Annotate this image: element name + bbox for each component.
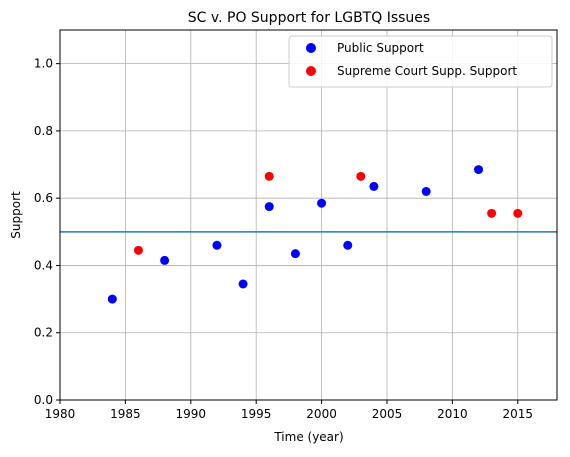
x-axis-ticks: 1980 1985 1990 1995 2000 2005 2010 2015 bbox=[45, 400, 533, 421]
x-tick-label-3: 1995 bbox=[241, 407, 272, 421]
point-series-0-1 bbox=[160, 255, 170, 265]
point-series-0-0 bbox=[107, 294, 117, 304]
legend-marker-public-support bbox=[306, 43, 316, 53]
x-axis-label: Time (year) bbox=[273, 430, 343, 444]
y-axis-label: Support bbox=[9, 191, 23, 239]
point-series-0-5 bbox=[290, 249, 300, 259]
point-series-0-9 bbox=[421, 186, 431, 196]
y-axis-ticks: 0.0 0.2 0.4 0.6 0.8 1.0 bbox=[34, 57, 60, 407]
x-tick-label-6: 2010 bbox=[437, 407, 468, 421]
legend-label-supreme-court-support: Supreme Court Supp. Support bbox=[337, 64, 517, 78]
point-series-0-3 bbox=[238, 279, 248, 289]
x-tick-label-0: 1980 bbox=[45, 407, 76, 421]
x-tick-label-4: 2000 bbox=[306, 407, 337, 421]
point-series-0-7 bbox=[343, 240, 353, 250]
point-series-1-2 bbox=[356, 171, 366, 181]
y-tick-label-5: 1.0 bbox=[34, 57, 53, 71]
point-series-1-4 bbox=[513, 208, 523, 218]
y-tick-label-1: 0.2 bbox=[34, 326, 53, 340]
chart-title: SC v. PO Support for LGBTQ Issues bbox=[188, 10, 430, 26]
point-series-1-1 bbox=[264, 171, 274, 181]
y-tick-label-4: 0.8 bbox=[34, 124, 53, 138]
x-tick-label-2: 1990 bbox=[176, 407, 207, 421]
y-tick-label-2: 0.4 bbox=[34, 258, 53, 272]
x-tick-label-5: 2005 bbox=[372, 407, 403, 421]
point-series-0-10 bbox=[474, 165, 484, 175]
grid-lines bbox=[60, 30, 557, 400]
point-series-1-3 bbox=[487, 208, 497, 218]
point-series-0-2 bbox=[212, 240, 222, 250]
legend-label-public-support: Public Support bbox=[337, 41, 424, 55]
legend-marker-supreme-court-support bbox=[306, 66, 316, 76]
data-points bbox=[107, 165, 523, 304]
point-series-0-6 bbox=[317, 198, 327, 208]
x-tick-label-1: 1985 bbox=[110, 407, 141, 421]
point-series-1-0 bbox=[133, 245, 143, 255]
legend-box bbox=[288, 35, 553, 88]
y-tick-label-0: 0.0 bbox=[34, 393, 53, 407]
x-tick-label-7: 2015 bbox=[502, 407, 533, 421]
y-tick-label-3: 0.6 bbox=[34, 191, 53, 205]
legend: Public Support Supreme Court Supp. Suppo… bbox=[288, 35, 553, 88]
point-series-0-8 bbox=[369, 181, 379, 191]
point-series-0-4 bbox=[264, 202, 274, 212]
axes-frame bbox=[59, 29, 558, 401]
